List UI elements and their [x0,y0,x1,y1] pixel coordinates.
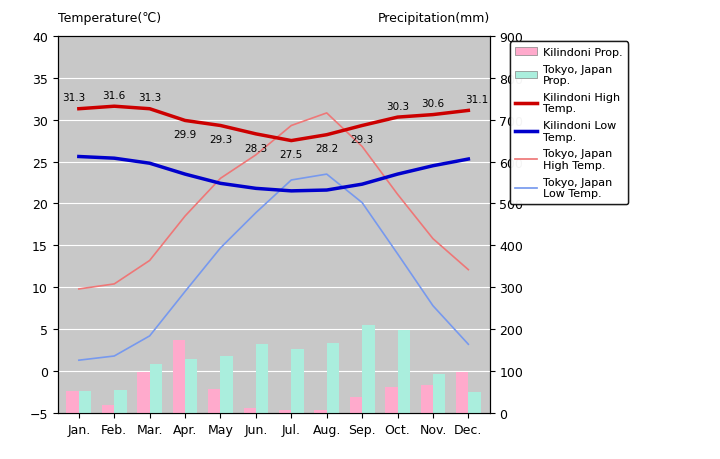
Bar [362,326,374,413]
Bar [220,356,233,413]
Text: 31.1: 31.1 [465,95,488,105]
Text: Temperature(℃): Temperature(℃) [58,12,161,25]
Bar [456,373,468,413]
Legend: Kilindoni Prop., Tokyo, Japan
Prop., Kilindoni High
Temp., Kilindoni Low
Temp., : Kilindoni Prop., Tokyo, Japan Prop., Kil… [510,42,628,204]
Bar [114,390,127,413]
Bar [350,397,362,413]
Bar [292,349,304,413]
Bar [102,406,114,413]
Text: 31.3: 31.3 [62,93,85,103]
Text: 28.3: 28.3 [244,143,268,153]
Text: Precipitation(mm): Precipitation(mm) [377,12,490,25]
Text: 31.3: 31.3 [138,93,161,103]
Bar [385,387,397,413]
Bar [433,374,446,413]
Bar [279,410,292,413]
Bar [468,392,481,413]
Bar [243,408,256,413]
Bar [150,364,162,413]
Bar [420,385,433,413]
Text: 31.6: 31.6 [103,91,126,101]
Bar [185,359,197,413]
Text: 27.5: 27.5 [279,150,303,160]
Bar [397,331,410,413]
Bar [208,389,220,413]
Bar [315,411,327,413]
Bar [138,373,150,413]
Bar [79,392,91,413]
Bar [327,343,339,413]
Bar [256,344,269,413]
Text: 30.6: 30.6 [421,99,444,109]
Text: 29.3: 29.3 [209,135,232,145]
Text: 30.3: 30.3 [386,101,409,112]
Text: 29.9: 29.9 [174,130,197,140]
Bar [66,392,79,413]
Bar [173,340,185,413]
Text: 29.3: 29.3 [351,135,374,145]
Text: 28.2: 28.2 [315,144,338,154]
